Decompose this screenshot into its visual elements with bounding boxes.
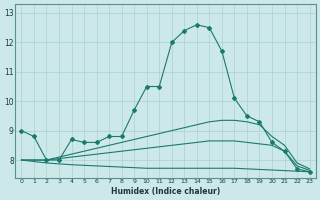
X-axis label: Humidex (Indice chaleur): Humidex (Indice chaleur) (111, 187, 220, 196)
